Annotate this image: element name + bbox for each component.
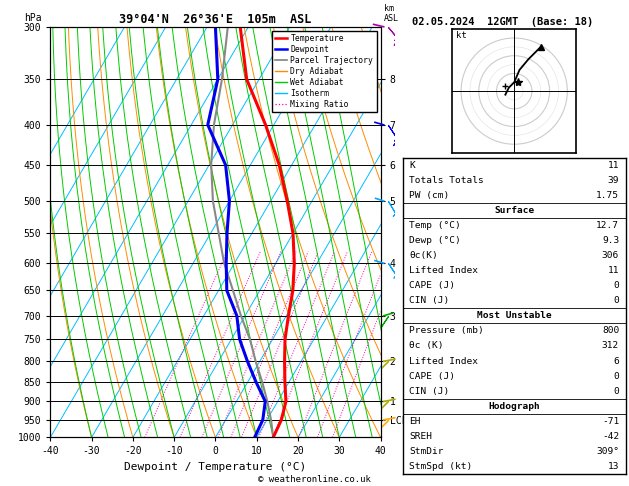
Text: CIN (J): CIN (J): [409, 387, 450, 396]
Text: © weatheronline.co.uk: © weatheronline.co.uk: [258, 474, 371, 484]
Legend: Temperature, Dewpoint, Parcel Trajectory, Dry Adiabat, Wet Adiabat, Isotherm, Mi: Temperature, Dewpoint, Parcel Trajectory…: [272, 31, 377, 112]
Text: 02.05.2024  12GMT  (Base: 18): 02.05.2024 12GMT (Base: 18): [412, 17, 593, 27]
Text: 1: 1: [143, 439, 147, 446]
Text: 25: 25: [328, 439, 337, 446]
Text: 3: 3: [200, 439, 204, 446]
Text: 2: 2: [178, 439, 182, 446]
Text: θc (K): θc (K): [409, 342, 443, 350]
X-axis label: Dewpoint / Temperature (°C): Dewpoint / Temperature (°C): [125, 462, 306, 472]
Text: K: K: [409, 161, 415, 170]
Text: 0: 0: [613, 372, 619, 381]
Text: 0: 0: [613, 387, 619, 396]
Text: 0: 0: [613, 296, 619, 305]
Text: 800: 800: [602, 327, 619, 335]
Text: -71: -71: [602, 417, 619, 426]
Title: 39°04'N  26°36'E  105m  ASL: 39°04'N 26°36'E 105m ASL: [120, 13, 311, 26]
Text: hPa: hPa: [24, 13, 42, 23]
Text: Most Unstable: Most Unstable: [477, 312, 552, 320]
Text: StmSpd (kt): StmSpd (kt): [409, 462, 472, 471]
Text: PW (cm): PW (cm): [409, 191, 450, 200]
Text: Pressure (mb): Pressure (mb): [409, 327, 484, 335]
Text: 10: 10: [269, 439, 277, 446]
Text: 306: 306: [602, 251, 619, 260]
Text: kt: kt: [456, 31, 467, 40]
Text: Totals Totals: Totals Totals: [409, 176, 484, 185]
Text: 6: 6: [240, 439, 243, 446]
Text: θc(K): θc(K): [409, 251, 438, 260]
Text: Lifted Index: Lifted Index: [409, 357, 478, 365]
Text: 5: 5: [229, 439, 233, 446]
Text: 11: 11: [608, 161, 619, 170]
Text: km
ASL: km ASL: [384, 4, 399, 23]
Text: 11: 11: [608, 266, 619, 275]
Text: EH: EH: [409, 417, 421, 426]
Text: 8: 8: [257, 439, 261, 446]
Text: 1.75: 1.75: [596, 191, 619, 200]
Text: Lifted Index: Lifted Index: [409, 266, 478, 275]
Text: 20: 20: [313, 439, 321, 446]
Text: 15: 15: [294, 439, 303, 446]
Text: 309°: 309°: [596, 447, 619, 456]
Text: 39: 39: [608, 176, 619, 185]
Text: StmDir: StmDir: [409, 447, 443, 456]
Text: Surface: Surface: [494, 206, 534, 215]
Text: 312: 312: [602, 342, 619, 350]
Text: 9.3: 9.3: [602, 236, 619, 245]
Text: -42: -42: [602, 432, 619, 441]
Text: CIN (J): CIN (J): [409, 296, 450, 305]
Text: Hodograph: Hodograph: [488, 401, 540, 411]
Text: Temp (°C): Temp (°C): [409, 221, 461, 230]
Text: 13: 13: [608, 462, 619, 471]
Text: 6: 6: [613, 357, 619, 365]
Text: CAPE (J): CAPE (J): [409, 372, 455, 381]
Text: CAPE (J): CAPE (J): [409, 281, 455, 290]
Text: Dewp (°C): Dewp (°C): [409, 236, 461, 245]
Text: 4: 4: [216, 439, 220, 446]
Text: SREH: SREH: [409, 432, 432, 441]
Text: 12.7: 12.7: [596, 221, 619, 230]
Text: 0: 0: [613, 281, 619, 290]
